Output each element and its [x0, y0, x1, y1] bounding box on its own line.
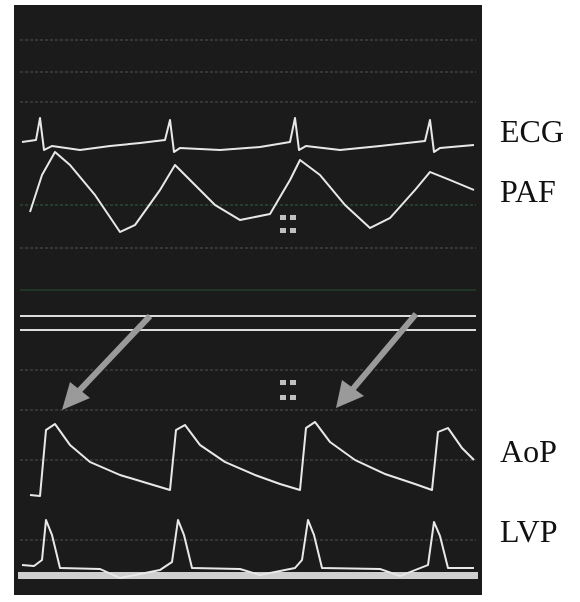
trace-label: LVP [500, 513, 558, 549]
trace-label: AoP [500, 433, 557, 469]
marker [280, 215, 286, 220]
marker [280, 380, 286, 385]
marker [280, 228, 286, 233]
page: {"labels": ["ECG", "PAF", "AoP", "LVP"]} [0, 0, 580, 602]
trace-label: ECG [500, 113, 564, 149]
trace-label: PAF [500, 173, 556, 209]
recording-strip [14, 5, 482, 595]
recording-figure: ECG PAF AoP LVP [0, 0, 580, 602]
marker [290, 395, 296, 400]
marker [290, 380, 296, 385]
marker [290, 228, 296, 233]
marker [280, 395, 286, 400]
marker [290, 215, 296, 220]
